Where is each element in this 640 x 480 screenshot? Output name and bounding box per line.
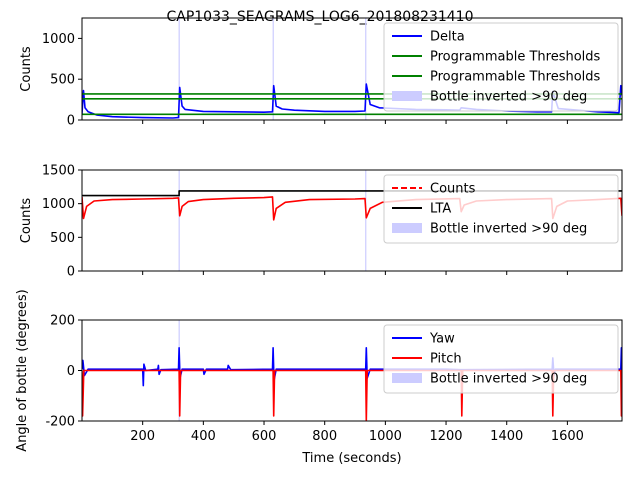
legend: Counts LTA Bottle inverted >90 deg <box>383 174 619 244</box>
legend-swatch <box>392 91 422 101</box>
legend-label: Bottle inverted >90 deg <box>430 372 587 387</box>
y-axis-label: Angle of bottle (degrees) <box>15 289 30 451</box>
y-tick-label: 1500 <box>42 164 75 179</box>
y-axis-label: Counts <box>19 46 34 92</box>
legend-box <box>383 174 619 244</box>
axes-container: 0 500 1000 Counts Delta Programmable Threshol… <box>15 17 623 466</box>
legend-label: Programmable Thresholds <box>430 70 601 85</box>
legend: Delta Programmable Thresholds Programmable… <box>383 22 619 112</box>
legend-box <box>383 22 619 112</box>
legend-label: Yaw <box>429 332 455 347</box>
x-tick-label: 800 <box>312 429 337 444</box>
inverted-span <box>365 170 367 271</box>
legend-label: Bottle inverted >90 deg <box>430 90 587 105</box>
y-axis-label: Counts <box>19 198 34 244</box>
x-tick-label: 200 <box>130 429 155 444</box>
x-tick-label: 600 <box>252 429 277 444</box>
legend-label: Programmable Thresholds <box>430 50 601 65</box>
y-tick-label: 200 <box>50 314 75 329</box>
inverted-span <box>365 18 367 120</box>
y-tick-label: 0 <box>67 265 75 280</box>
x-axis-label: Time (seconds) <box>301 451 401 466</box>
axes-2: 0 500 1000 1500 Counts Counts LTA Bottle invert… <box>19 164 623 280</box>
x-tick-label: 1400 <box>490 429 523 444</box>
y-tick-label: 0 <box>67 114 75 129</box>
y-tick-label: -200 <box>45 415 75 430</box>
legend-swatch <box>392 373 422 383</box>
inverted-span <box>178 170 180 271</box>
axes-frame <box>81 169 623 272</box>
legend-swatch <box>392 223 422 233</box>
figure-title: CAP1033_SEAGRAMS_LOG6_201808231410 <box>166 9 473 25</box>
legend-label: LTA <box>430 202 451 217</box>
y-tick-label: 1000 <box>42 197 75 212</box>
x-tick-label: 400 <box>191 429 216 444</box>
axes-frame <box>81 17 623 121</box>
inverted-span <box>272 18 274 120</box>
x-tick-label: 1200 <box>429 429 462 444</box>
inverted-span <box>178 18 180 120</box>
y-tick-label: 1000 <box>42 32 75 47</box>
x-tick-label: 1000 <box>369 429 402 444</box>
y-tick-label: 500 <box>50 231 75 246</box>
y-tick-label: 0 <box>67 364 75 379</box>
y-tick-label: 500 <box>50 73 75 88</box>
legend-box <box>383 324 619 394</box>
series-line <box>82 83 622 119</box>
legend-label: Counts <box>430 182 476 197</box>
axes-3: -200 0 200 200 400 600 800 1000 1200 1400 1600 Angl… <box>15 289 623 466</box>
axes-1: 0 500 1000 Counts Delta Programmable Threshol… <box>19 17 623 129</box>
legend-label: Pitch <box>430 352 462 367</box>
legend-label: Delta <box>430 30 465 45</box>
x-tick-label: 1600 <box>551 429 584 444</box>
legend-label: Bottle inverted >90 deg <box>430 222 587 237</box>
legend: Yaw Pitch Bottle inverted >90 deg <box>383 324 619 394</box>
